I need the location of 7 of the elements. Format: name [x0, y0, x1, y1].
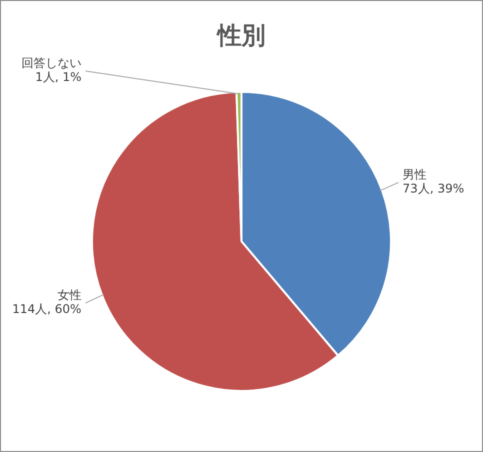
data-label: 114人, 60% — [12, 302, 82, 316]
slice-label: 女性 — [57, 288, 82, 302]
slice-label: 男性 — [402, 168, 427, 182]
chart-title: 性別 — [216, 22, 266, 50]
slice-label: 回答しない — [22, 56, 82, 70]
data-label: 1人, 1% — [35, 70, 82, 84]
data-label: 73人, 39% — [402, 182, 464, 196]
